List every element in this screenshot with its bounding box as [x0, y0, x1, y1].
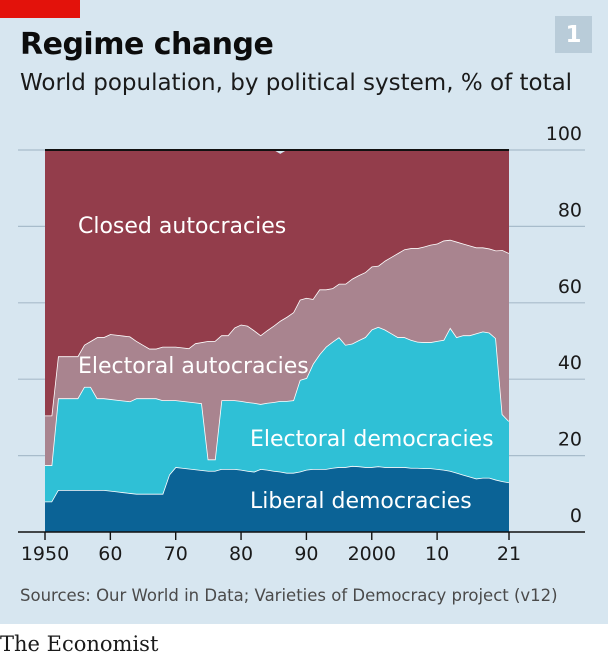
y-tick-label-80: 80: [558, 199, 582, 221]
y-tick-label-100: 100: [546, 123, 582, 145]
chart-subtitle: World population, by political system, %…: [20, 70, 573, 96]
area-series: [45, 150, 510, 532]
area-labels: Liberal democracies Electoral democracies…: [78, 214, 494, 514]
area-closed-autocracies: [45, 150, 509, 416]
area-liberal-democracies: [45, 465, 509, 532]
x-tick-label-60: 60: [98, 543, 122, 565]
x-tick-label-21: 21: [497, 543, 521, 565]
x-tick-label-10: 10: [425, 543, 449, 565]
source-note: Sources: Our World in Data; Varieties of…: [20, 586, 558, 605]
area-electoral-autocracies: [45, 239, 509, 466]
x-tick-label-1950: 1950: [21, 543, 69, 565]
brand-tag: [0, 0, 80, 18]
y-tick-label-40: 40: [558, 352, 582, 374]
x-tick-label-90: 90: [294, 543, 318, 565]
x-tick-label-70: 70: [164, 543, 188, 565]
chart-title: Regime change: [20, 27, 274, 62]
y-tick-label-20: 20: [558, 429, 582, 451]
x-tick-label-80: 80: [229, 543, 253, 565]
y-tick-label-60: 60: [558, 276, 582, 298]
axes: 0 20 40 60 80 100 1950 60 70 80 90 2000 10 21: [18, 123, 585, 565]
area-electoral-democracies: [45, 326, 509, 502]
chart-number-badge: 1: [555, 16, 592, 53]
label-liberal-democracies: Liberal democracies: [250, 489, 472, 514]
label-electoral-autocracies: Electoral autocracies: [78, 354, 309, 379]
label-closed-autocracies: Closed autocracies: [78, 214, 286, 239]
stacked-area-chart: 0 20 40 60 80 100 1950 60 70 80 90 2000 10 21 Liberal…: [18, 123, 585, 565]
x-tick-label-2000: 2000: [348, 543, 396, 565]
label-electoral-democracies: Electoral democracies: [250, 427, 494, 452]
boundary-electoral-democracies: [45, 326, 510, 466]
y-tick-label-0: 0: [570, 505, 582, 527]
publisher-logo-text: The Economist: [0, 632, 159, 656]
